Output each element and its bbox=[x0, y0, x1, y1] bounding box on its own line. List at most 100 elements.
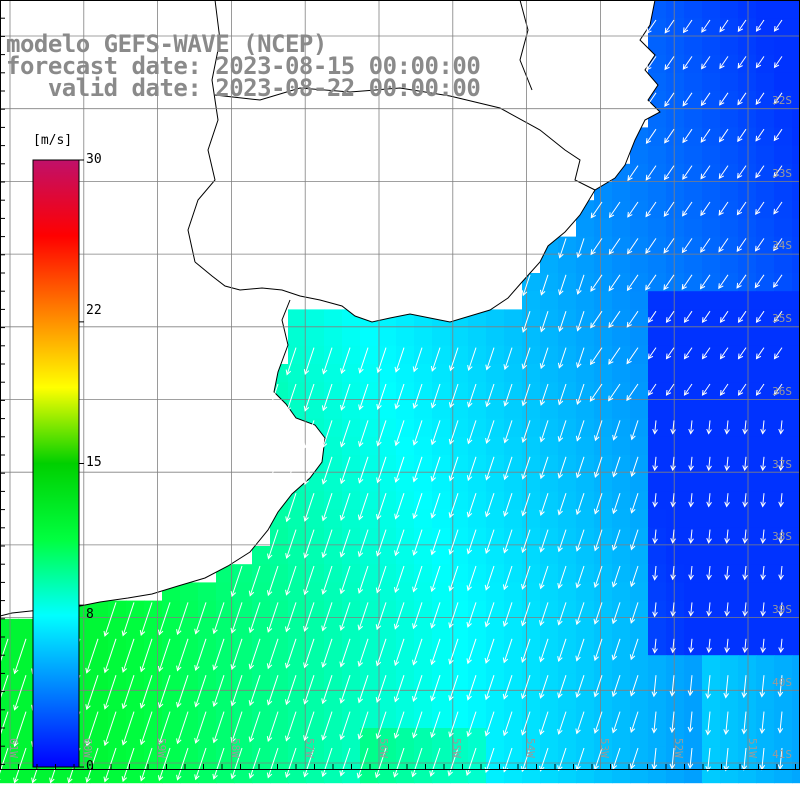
field-cell bbox=[216, 764, 235, 784]
wind-arrow bbox=[558, 311, 567, 333]
wind-arrow bbox=[121, 602, 135, 637]
field-cell bbox=[486, 382, 505, 401]
wind-arrow bbox=[230, 602, 243, 634]
wind-arrow bbox=[626, 383, 639, 402]
field-cell bbox=[162, 637, 181, 656]
wind-arrow bbox=[139, 675, 153, 709]
field-cell bbox=[720, 345, 739, 365]
wind-arrow bbox=[706, 529, 712, 544]
field-cell bbox=[666, 473, 685, 492]
wind-arrow bbox=[520, 602, 531, 627]
field-cell bbox=[612, 582, 631, 602]
field-cell bbox=[414, 655, 433, 674]
field-cell bbox=[612, 400, 631, 420]
wind-arrow bbox=[539, 747, 549, 772]
wind-arrow bbox=[557, 602, 567, 626]
wind-arrow bbox=[724, 493, 730, 508]
wind-arrow bbox=[321, 602, 333, 632]
wind-arrow bbox=[737, 347, 747, 360]
field-cell bbox=[702, 91, 721, 110]
field-cell bbox=[486, 327, 505, 347]
field-cell bbox=[414, 637, 433, 656]
field-cell bbox=[612, 236, 631, 256]
field-cell bbox=[684, 691, 703, 711]
field-cell bbox=[594, 600, 613, 620]
wind-arrow bbox=[121, 747, 135, 783]
wind-arrow bbox=[230, 638, 243, 671]
field-cell bbox=[756, 509, 775, 529]
field-cell bbox=[702, 436, 721, 456]
field-cell bbox=[468, 618, 487, 638]
field-cell bbox=[324, 327, 343, 347]
field-cell bbox=[774, 91, 793, 110]
wind-arrow bbox=[575, 711, 585, 735]
field-cell bbox=[648, 236, 667, 256]
field-cell bbox=[756, 564, 775, 583]
wind-arrow bbox=[194, 602, 207, 635]
field-cell bbox=[792, 273, 800, 292]
field-cell bbox=[432, 546, 451, 565]
wind-arrow bbox=[558, 238, 567, 259]
field-cell bbox=[270, 673, 289, 693]
field-cell bbox=[324, 618, 343, 638]
wind-arrow bbox=[646, 56, 657, 71]
field-cell bbox=[594, 746, 613, 765]
field-cell bbox=[378, 345, 397, 365]
wind-arrow bbox=[557, 711, 567, 735]
wind-arrow bbox=[719, 56, 729, 70]
field-cell bbox=[468, 509, 487, 529]
wind-arrow bbox=[645, 128, 657, 145]
land-area bbox=[0, 0, 660, 616]
field-cell bbox=[378, 691, 397, 711]
field-cell bbox=[792, 637, 800, 656]
wind-arrow bbox=[688, 456, 694, 472]
wind-arrow bbox=[575, 638, 585, 662]
wind-arrow bbox=[760, 602, 766, 617]
wind-arrow bbox=[284, 602, 297, 633]
field-cell bbox=[468, 473, 487, 492]
wind-arrow bbox=[267, 383, 279, 413]
field-cell bbox=[522, 655, 541, 674]
field-cell bbox=[378, 637, 397, 656]
field-cell bbox=[666, 564, 685, 583]
field-cell bbox=[630, 691, 649, 711]
field-cell bbox=[162, 600, 181, 620]
field-cell bbox=[594, 345, 613, 365]
wind-arrow bbox=[393, 565, 405, 594]
field-cell bbox=[180, 618, 199, 638]
field-cell bbox=[558, 655, 577, 674]
field-cell bbox=[216, 746, 235, 765]
field-cell bbox=[522, 546, 541, 565]
title-valid-date: valid date: 2023-08-22 00:00:00 bbox=[6, 74, 481, 102]
wind-arrow bbox=[773, 201, 783, 215]
field-cell bbox=[234, 637, 253, 656]
field-cell bbox=[666, 218, 685, 238]
field-cell bbox=[666, 546, 685, 565]
field-cell bbox=[432, 473, 451, 492]
field-cell bbox=[90, 600, 109, 620]
wind-arrow bbox=[484, 711, 495, 737]
field-cell bbox=[666, 200, 685, 219]
field-cell bbox=[504, 527, 523, 547]
wind-arrow bbox=[688, 638, 694, 654]
field-cell bbox=[666, 345, 685, 365]
wind-arrow bbox=[85, 638, 99, 674]
field-cell bbox=[738, 182, 757, 201]
wind-arrow bbox=[467, 383, 477, 408]
field-cell bbox=[504, 655, 523, 674]
wind-arrow bbox=[724, 529, 730, 544]
field-cell bbox=[468, 364, 487, 383]
wind-arrow bbox=[448, 602, 459, 629]
field-cell bbox=[738, 764, 757, 784]
field-cell bbox=[468, 655, 487, 674]
field-cell bbox=[396, 582, 415, 602]
wind-arrow bbox=[576, 274, 585, 295]
field-cell bbox=[270, 564, 289, 583]
wind-arrow bbox=[303, 420, 315, 449]
field-cell bbox=[684, 764, 703, 784]
field-cell bbox=[612, 637, 631, 656]
wind-arrow bbox=[737, 19, 747, 33]
wind-arrow bbox=[448, 675, 459, 702]
field-cell bbox=[342, 436, 361, 456]
field-cell bbox=[270, 655, 289, 674]
